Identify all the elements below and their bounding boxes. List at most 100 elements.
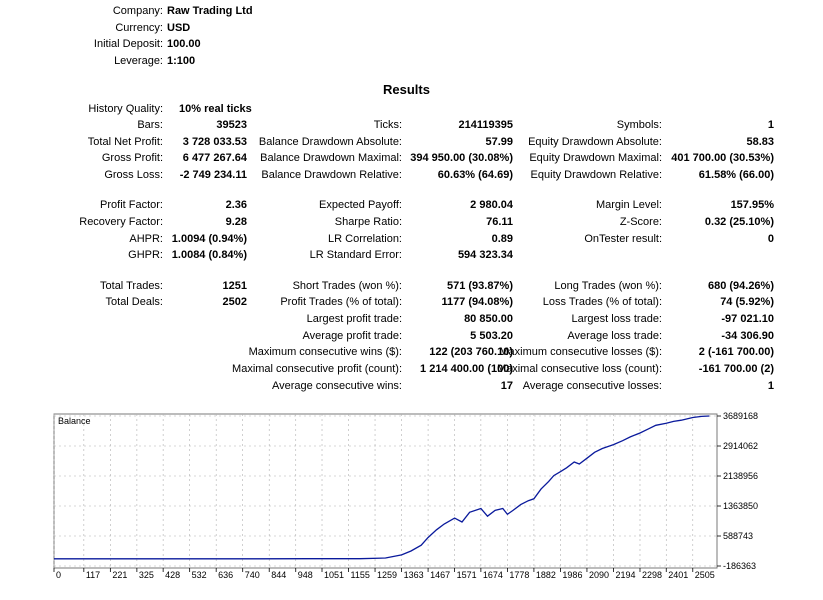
- largest-profit-value: 80 850.00: [464, 313, 513, 325]
- margin-level-value: 157.95%: [730, 199, 774, 211]
- equity-dd-max-value: 401 700.00 (30.53%): [671, 152, 774, 164]
- profit-factor-value: 2.36: [225, 199, 247, 211]
- expected-payoff-value: 2 980.04: [470, 199, 513, 211]
- x-tick-label: 2090: [589, 570, 609, 580]
- profit-trades-label: Profit Trades (% of total):: [280, 296, 402, 308]
- y-tick-label: 3689168: [723, 411, 758, 421]
- balance-series-line: [54, 415, 710, 560]
- profit-trades-value: 1177 (94.08%): [441, 296, 513, 308]
- max-consecutive-wins-value: 122 (203 760.10): [429, 346, 513, 358]
- average-loss-label: Average loss trade:: [567, 330, 662, 342]
- z-score-value: 0.32 (25.10%): [704, 216, 774, 228]
- margin-level-label: Margin Level:: [595, 199, 662, 211]
- chart-grid: [53, 414, 717, 568]
- short-trades-label: Short Trades (won %):: [292, 280, 402, 292]
- max-consecutive-losses-value: 2 (-161 700.00): [698, 346, 774, 358]
- x-tick-label: 2194: [615, 570, 635, 580]
- equity-dd-abs-value: 58.83: [746, 136, 774, 148]
- recovery-factor-value: 9.28: [225, 216, 247, 228]
- balance-dd-rel-label: Balance Drawdown Relative:: [261, 169, 402, 181]
- long-trades-label: Long Trades (won %):: [554, 280, 662, 292]
- sharpe-ratio-label: Sharpe Ratio:: [334, 216, 402, 228]
- y-tick-label: -186363: [723, 561, 756, 571]
- balance-dd-max-value: 394 950.00 (30.08%): [410, 152, 513, 164]
- ahpr-value: 1.0094 (0.94%): [171, 233, 247, 245]
- history-quality-value: 10% real ticks: [179, 103, 252, 115]
- gross-loss-label: Gross Loss:: [104, 169, 163, 181]
- balance-dd-max-label: Balance Drawdown Maximal:: [260, 152, 402, 164]
- short-trades-value: 571 (93.87%): [446, 280, 513, 292]
- total-trades-label: Total Trades:: [100, 280, 163, 292]
- chart-ticks: 0 117 221 325 428 532 636 740 844 948 1051 1155 1259…: [53, 411, 758, 580]
- x-tick-label: 1986: [562, 570, 582, 580]
- gross-profit-label: Gross Profit:: [101, 152, 163, 164]
- ghpr-label: GHPR:: [128, 249, 163, 261]
- y-tick-label: 588743: [723, 531, 753, 541]
- x-tick-label: 221: [112, 570, 127, 580]
- lr-standard-error-value: 594 323.34: [457, 249, 513, 261]
- max-consecutive-loss-label: Maximal consecutive loss (count):: [496, 363, 662, 375]
- symbols-label: Symbols:: [616, 119, 662, 131]
- bars-label: Bars:: [137, 119, 163, 131]
- y-tick-label: 2914062: [723, 441, 758, 451]
- x-tick-label: 1571: [457, 570, 477, 580]
- history-quality-label: History Quality:: [88, 103, 163, 115]
- y-tick-label: 2138956: [723, 471, 758, 481]
- company-label: Company:: [112, 5, 163, 17]
- lr-standard-error-label: LR Standard Error:: [309, 249, 402, 261]
- max-consecutive-loss-value: -161 700.00 (2): [698, 363, 774, 375]
- max-consecutive-profit-label: Maximal consecutive profit (count):: [232, 363, 402, 375]
- ticks-value: 214119395: [458, 119, 513, 131]
- equity-dd-rel-value: 61.58% (66.00): [698, 169, 774, 181]
- x-tick-label: 1882: [536, 570, 556, 580]
- x-tick-label: 1467: [430, 570, 450, 580]
- loss-trades-value: 74 (5.92%): [720, 296, 774, 308]
- avg-consecutive-wins-value: 17: [500, 380, 513, 392]
- avg-consecutive-losses-label: Average consecutive losses:: [522, 380, 662, 392]
- currency-label: Currency:: [115, 22, 163, 34]
- x-tick-label: 1051: [324, 570, 344, 580]
- long-trades-value: 680 (94.26%): [707, 280, 774, 292]
- largest-loss-label: Largest loss trade:: [571, 313, 663, 325]
- x-tick-label: 532: [192, 570, 207, 580]
- x-tick-label: 740: [245, 570, 260, 580]
- equity-dd-rel-label: Equity Drawdown Relative:: [530, 169, 662, 181]
- average-profit-label: Average profit trade:: [302, 330, 402, 342]
- profit-factor-label: Profit Factor:: [100, 199, 163, 211]
- total-deals-label: Total Deals:: [105, 296, 163, 308]
- balance-dd-rel-value: 60.63% (64.69): [437, 169, 513, 181]
- avg-consecutive-losses-value: 1: [767, 380, 774, 392]
- company-value: Raw Trading Ltd: [167, 5, 253, 17]
- recovery-factor-label: Recovery Factor:: [79, 216, 163, 228]
- x-tick-label: 1778: [509, 570, 529, 580]
- x-tick-label: 1363: [404, 570, 424, 580]
- net-profit-value: 3 728 033.53: [182, 136, 247, 148]
- x-tick-label: 2401: [668, 570, 688, 580]
- x-tick-label: 0: [56, 570, 61, 580]
- ontester-result-label: OnTester result:: [584, 233, 662, 245]
- ontester-result-value: 0: [767, 233, 774, 245]
- lr-correlation-label: LR Correlation:: [328, 233, 402, 245]
- x-tick-label: 428: [165, 570, 180, 580]
- currency-value: USD: [167, 22, 191, 34]
- sharpe-ratio-value: 76.11: [486, 216, 513, 228]
- ahpr-label: AHPR:: [129, 233, 163, 245]
- symbols-value: 1: [767, 119, 774, 131]
- max-consecutive-wins-label: Maximum consecutive wins ($):: [248, 346, 402, 358]
- ghpr-value: 1.0084 (0.84%): [171, 249, 247, 261]
- equity-dd-abs-label: Equity Drawdown Absolute:: [528, 136, 662, 148]
- balance-dd-abs-value: 57.99: [485, 136, 513, 148]
- chart-frame: [53, 413, 718, 569]
- x-tick-label: 948: [298, 570, 313, 580]
- x-tick-label: 1155: [351, 570, 370, 580]
- x-tick-label: 2505: [695, 570, 715, 580]
- ticks-label: Ticks:: [373, 119, 402, 131]
- x-tick-label: 1674: [483, 570, 503, 580]
- bars-value: 39523: [216, 119, 247, 131]
- x-tick-label: 325: [139, 570, 154, 580]
- x-tick-label: 636: [218, 570, 233, 580]
- y-tick-label: 1363850: [723, 501, 758, 511]
- x-tick-label: 117: [86, 570, 100, 580]
- leverage-value: 1:100: [167, 55, 196, 67]
